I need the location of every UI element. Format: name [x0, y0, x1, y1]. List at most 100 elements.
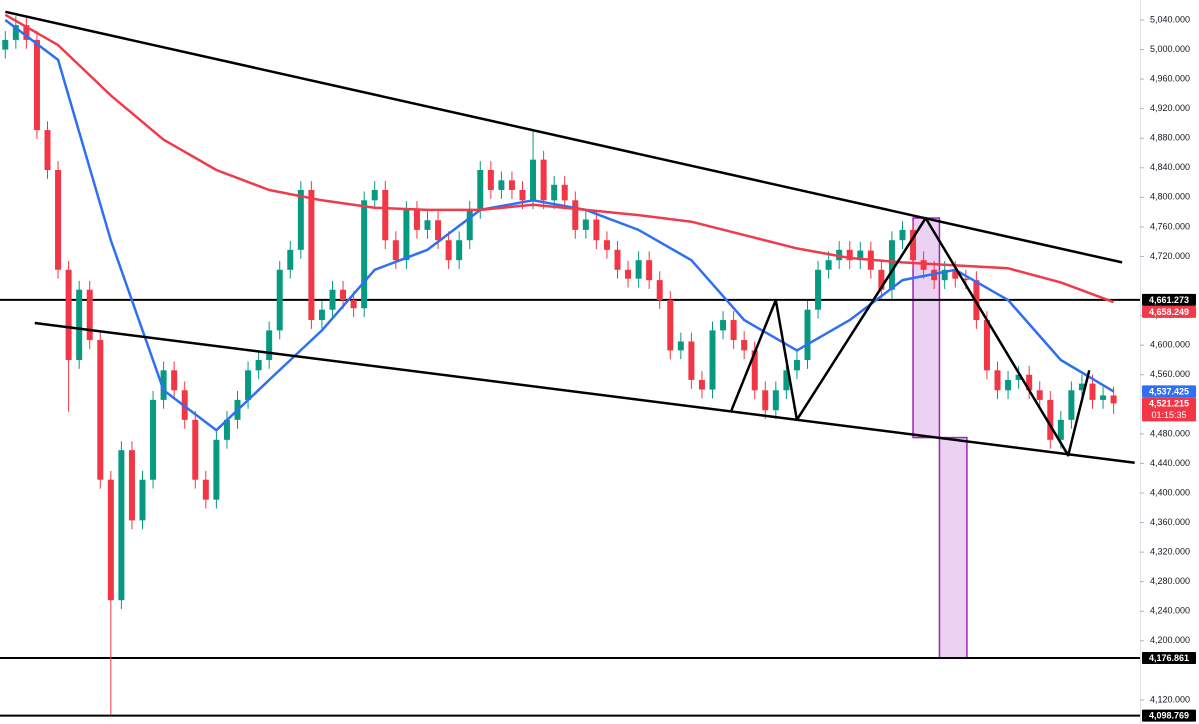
candle-body	[245, 370, 252, 400]
candle-body	[551, 184, 558, 201]
price-label-box	[1142, 651, 1196, 664]
candle-body	[413, 209, 420, 230]
trendline	[730, 216, 1091, 457]
candle-body	[150, 399, 157, 480]
candle-body	[65, 269, 72, 360]
candle-body	[635, 260, 642, 279]
zone	[938, 436, 968, 659]
candle-body	[213, 439, 220, 500]
price-label-box	[1142, 397, 1196, 422]
y-tick-label: 4,240.000	[1150, 606, 1190, 616]
candle-body	[2, 39, 9, 50]
candle-body	[888, 240, 895, 290]
candle-body	[540, 159, 547, 201]
candle-body	[920, 260, 927, 270]
moving-average	[4, 13, 1115, 304]
candle-body	[625, 269, 632, 279]
price-label-box	[1142, 709, 1196, 722]
candle-body	[952, 269, 959, 279]
price-label: 4,537.425	[1149, 386, 1189, 396]
candle-body	[899, 229, 906, 241]
candle-body	[593, 219, 600, 241]
candle-body	[118, 450, 125, 601]
candle-body	[709, 330, 716, 390]
candle-body	[783, 370, 790, 391]
y-tick-label: 4,560.000	[1150, 369, 1190, 379]
y-tick-label: 5,040.000	[1150, 14, 1190, 24]
candle-body	[86, 289, 93, 341]
candle-body	[1057, 419, 1064, 440]
candle-body	[350, 300, 357, 309]
candle-body	[677, 341, 684, 351]
candle-body	[530, 159, 537, 201]
candle-body	[667, 300, 674, 351]
candle-body	[466, 209, 473, 241]
trendline	[34, 321, 1135, 464]
candle-body	[572, 200, 579, 230]
candle-body	[508, 180, 515, 190]
candle-body	[139, 479, 146, 521]
candle-body	[371, 189, 378, 201]
candle-body	[656, 280, 663, 301]
candle-body	[741, 340, 748, 351]
candle-body	[361, 200, 368, 309]
candle-body	[603, 240, 610, 250]
candle-body	[498, 180, 505, 190]
candle-body	[825, 260, 832, 270]
candle-body	[688, 341, 695, 380]
candle-body	[772, 390, 779, 411]
y-tick-label: 4,880.000	[1150, 133, 1190, 143]
candle-body	[793, 359, 800, 371]
y-tick-label: 4,720.000	[1150, 251, 1190, 261]
candle-body	[730, 320, 737, 341]
y-tick-label: 4,800.000	[1150, 192, 1190, 202]
candle-body	[1036, 390, 1043, 400]
y-tick-label: 4,480.000	[1150, 428, 1190, 438]
price-label: 4,658.249	[1149, 307, 1189, 317]
y-tick-label: 4,840.000	[1150, 162, 1190, 172]
candle-body	[878, 269, 885, 290]
zone	[912, 217, 941, 439]
candle-body	[1047, 399, 1054, 440]
candle-body	[846, 249, 853, 261]
candle-body	[561, 184, 568, 201]
candle-body	[941, 269, 948, 281]
candle-body	[720, 320, 727, 331]
candle-body	[1005, 379, 1012, 391]
candle-body	[698, 379, 705, 390]
candle-body	[382, 189, 389, 241]
candle-body	[1100, 395, 1107, 400]
candle-body	[582, 219, 589, 230]
candle-body	[202, 479, 209, 500]
y-tick-label: 4,920.000	[1150, 103, 1190, 113]
price-label-box	[1142, 385, 1196, 398]
candle-body	[1026, 374, 1033, 391]
candle-body	[477, 170, 484, 210]
candle-body	[1089, 383, 1096, 400]
y-tick-label: 5,000.000	[1150, 44, 1190, 54]
candle-body	[23, 25, 30, 40]
candle-body	[910, 229, 917, 261]
candle-body	[44, 130, 51, 171]
candle-body	[107, 479, 114, 601]
candle-body	[1110, 395, 1117, 404]
candle-body	[276, 269, 283, 331]
candle-body	[12, 25, 19, 40]
candle-body	[646, 260, 653, 281]
candle-body	[308, 189, 315, 321]
candle-body	[614, 249, 621, 270]
candle-body	[392, 240, 399, 261]
candle-body	[266, 330, 273, 360]
candle-body	[1015, 374, 1022, 380]
candle-body	[1078, 383, 1085, 391]
candle-body	[255, 359, 262, 371]
candle-body	[519, 189, 526, 201]
candle-body	[762, 390, 769, 411]
candle-body	[55, 170, 62, 270]
candle-body	[97, 340, 104, 480]
y-tick-label: 4,600.000	[1150, 340, 1190, 350]
y-tick-label: 4,120.000	[1150, 694, 1190, 704]
candle-body	[287, 249, 294, 270]
y-tick-label: 4,400.000	[1150, 487, 1190, 497]
